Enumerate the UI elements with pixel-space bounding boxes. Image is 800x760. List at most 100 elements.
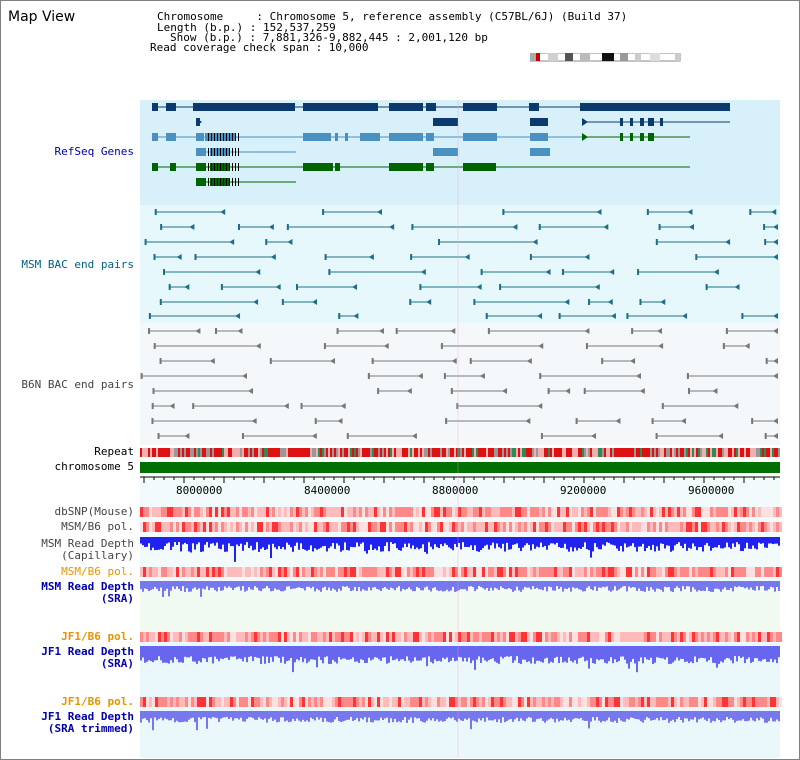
heat-cell [392, 697, 395, 707]
depth-bar [538, 711, 540, 719]
depth-bar [676, 646, 678, 658]
depth-bar [546, 711, 548, 721]
depth-bar [404, 646, 406, 662]
depth-bar [550, 537, 552, 544]
depth-bar [502, 711, 504, 718]
depth-bar [752, 537, 754, 546]
repeat-segment [156, 448, 158, 457]
heat-cell [485, 697, 488, 707]
depth-bar [452, 537, 454, 551]
depth-bar [576, 711, 578, 719]
depth-bar [164, 711, 166, 719]
heat-cell [737, 632, 740, 642]
depth-bar [548, 537, 550, 546]
exon [463, 103, 497, 111]
depth-bar [564, 646, 566, 662]
heat-cell [488, 697, 491, 707]
repeat-segment [362, 448, 364, 457]
depth-bar [666, 581, 668, 588]
depth-bar [148, 581, 150, 592]
depth-bar [748, 646, 750, 658]
depth-bar [440, 537, 442, 545]
heat-cell [644, 567, 647, 577]
heat-cell [668, 522, 671, 532]
bac-end [763, 224, 766, 230]
depth-bar [498, 711, 500, 720]
repeat-segment [514, 448, 516, 457]
depth-bar [500, 537, 502, 549]
repeat-segment [262, 448, 264, 457]
length-info: Length (b.p.) : 152,537,259 [157, 21, 336, 34]
depth-bar [198, 581, 200, 589]
repeat-segment [580, 448, 582, 457]
heat-cell [779, 567, 782, 577]
depth-bar [204, 537, 206, 545]
heat-cell [545, 697, 548, 707]
heat-cell [599, 522, 602, 532]
heat-cell [239, 632, 242, 642]
exon-tick [208, 163, 209, 171]
depth-bar [600, 711, 602, 723]
repeat-segment [204, 448, 206, 457]
bac-end [346, 433, 349, 439]
depth-bar [418, 581, 420, 589]
depth-bar [526, 646, 528, 663]
exon-tick [232, 163, 233, 171]
repeat-segment [352, 448, 354, 457]
heat-cell [332, 632, 335, 642]
heat-cell [512, 522, 515, 532]
heat-cell [437, 507, 440, 517]
depth-bar [482, 581, 484, 589]
bac-end [765, 358, 768, 364]
depth-bar [230, 581, 232, 588]
repeat-segment [706, 448, 708, 457]
heat-cell [533, 697, 536, 707]
bac-end [419, 284, 422, 290]
exon-tick [232, 148, 233, 156]
depth-bar [564, 581, 566, 589]
depth-bar [440, 581, 442, 591]
depth-bar [704, 646, 706, 659]
depth-bar [174, 581, 176, 590]
depth-bar [168, 537, 170, 543]
heat-cell [356, 632, 359, 642]
strand-arrow [152, 103, 158, 111]
heat-cell [140, 567, 143, 577]
depth-bar [368, 711, 370, 718]
msm-bac-track[interactable] [140, 205, 780, 323]
heat-cell [365, 567, 368, 577]
depth-bar [568, 646, 570, 658]
heat-cell [554, 507, 557, 517]
heat-cell [542, 507, 545, 517]
heat-cell [575, 632, 578, 642]
depth-bar [706, 581, 708, 588]
depth-bar [262, 711, 264, 720]
heat-cell [440, 522, 443, 532]
heat-cell [233, 507, 236, 517]
chromosome-ideogram[interactable] [530, 53, 683, 62]
depth-bar [760, 581, 762, 587]
heat-cell [665, 507, 668, 517]
repeat-segment [504, 448, 506, 457]
depth-bar [288, 711, 290, 723]
heat-cell [701, 507, 704, 517]
b6n-bac-track[interactable] [140, 323, 780, 445]
depth-bar [312, 581, 314, 587]
heat-cell [398, 567, 401, 577]
depth-bar [336, 537, 338, 544]
depth-bar [738, 711, 740, 721]
depth-bar [226, 581, 228, 589]
depth-bar [356, 537, 358, 543]
depth-bar [150, 711, 152, 719]
heat-cell [479, 632, 482, 642]
repeat-segment [700, 448, 702, 457]
heat-cell [248, 507, 251, 517]
heat-cell [512, 697, 515, 707]
repeat-segment [258, 448, 260, 457]
exon [640, 133, 644, 141]
depth-bar [630, 581, 632, 588]
depth-bar [146, 711, 148, 721]
repeat-segment [418, 448, 420, 457]
heat-cell [236, 522, 239, 532]
